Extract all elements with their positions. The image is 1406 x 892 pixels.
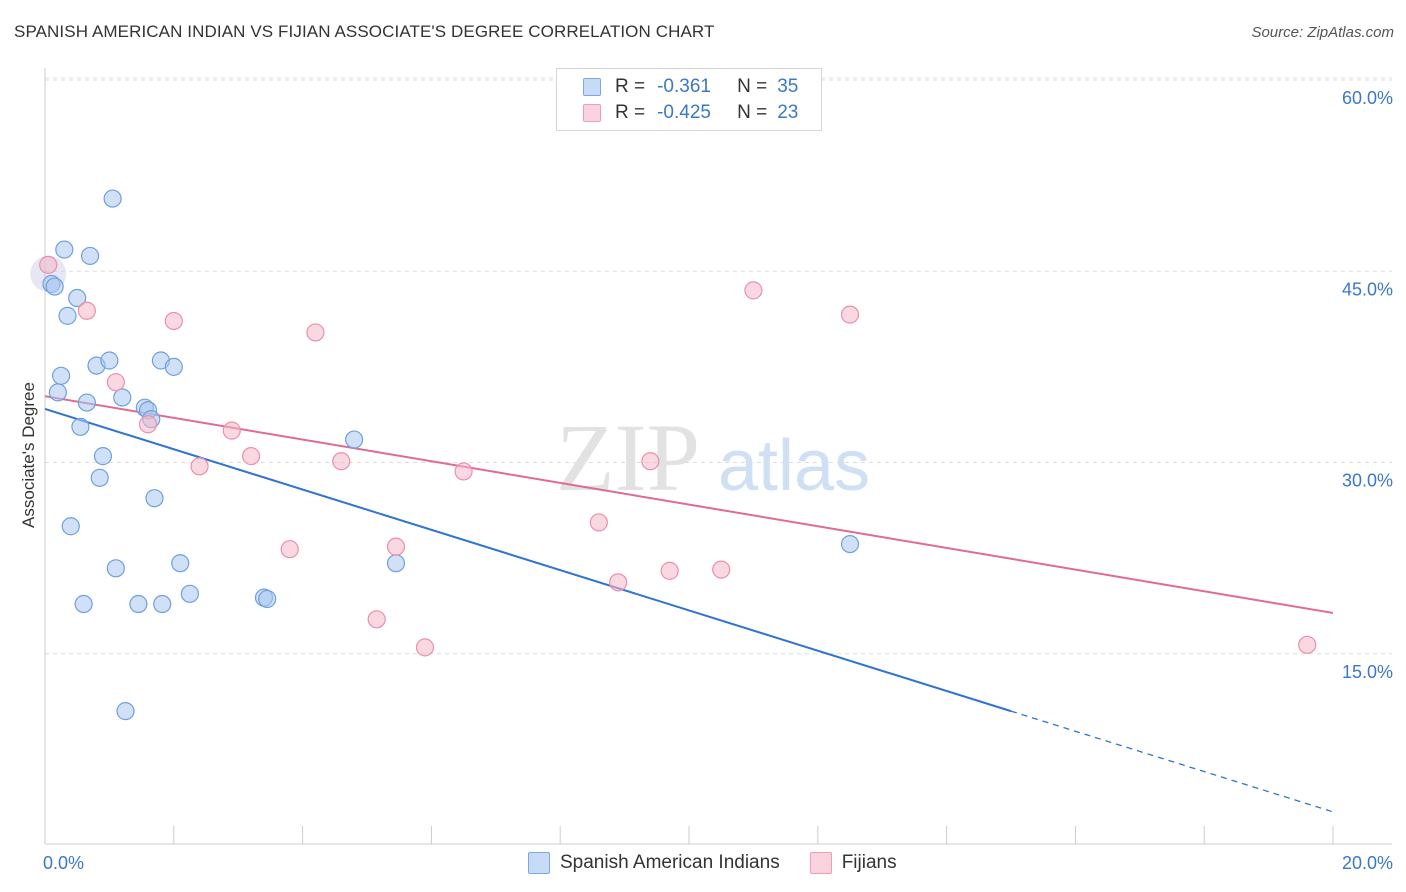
legend-n-value: 23: [777, 102, 799, 123]
data-point: [129, 594, 148, 614]
series-legend-item-spanish-american-indians: Spanish American Indians: [528, 852, 780, 874]
data-point: [180, 584, 199, 603]
legend-r-value: -0.425: [657, 102, 711, 123]
data-point: [39, 255, 58, 274]
data-point: [190, 457, 209, 476]
data-point: [51, 366, 71, 385]
data-point: [106, 373, 125, 392]
series-legend-label: Spanish American Indians: [560, 852, 780, 873]
legend-n-label: N =: [737, 76, 768, 97]
trend-line: [44, 407, 1012, 713]
data-point: [77, 393, 96, 412]
data-point: [712, 560, 731, 579]
watermark-atlas: atlas: [718, 426, 870, 506]
y-axis-label: Associate's Degree: [19, 382, 38, 528]
data-point: [55, 240, 74, 259]
data-point: [306, 323, 325, 342]
data-point: [90, 468, 109, 487]
data-point: [153, 594, 172, 614]
data-point: [80, 246, 100, 266]
y-tick-label: 60.0%: [1342, 88, 1393, 108]
data-point: [61, 517, 80, 536]
data-point: [367, 610, 386, 629]
data-point: [45, 277, 64, 296]
data-point: [345, 430, 364, 449]
data-point: [138, 415, 158, 434]
legend-row-fijians: R = -0.425 N = 23: [583, 101, 798, 125]
legend-r-label: R =: [615, 102, 646, 123]
trend-lines: [44, 395, 1334, 813]
data-point: [93, 447, 113, 466]
data-point: [48, 383, 67, 402]
x-tick-label: 0.0%: [43, 853, 84, 873]
data-point: [77, 301, 96, 320]
legend-swatch-blue: [583, 78, 601, 96]
y-tick-label: 15.0%: [1342, 662, 1393, 682]
legend-swatch-pink: [583, 104, 601, 122]
data-point: [171, 554, 190, 573]
data-point: [386, 537, 406, 556]
source-label: Source: ZipAtlas.com: [1251, 24, 1394, 41]
data-point: [415, 638, 435, 657]
data-point: [241, 447, 261, 466]
data-point: [106, 559, 125, 578]
legend-n-value: 35: [777, 76, 799, 97]
data-point: [840, 534, 860, 554]
data-point: [113, 388, 132, 407]
data-point: [103, 189, 122, 208]
chart-title: SPANISH AMERICAN INDIAN VS FIJIAN ASSOCI…: [14, 22, 715, 41]
data-point: [744, 281, 763, 300]
data-point: [116, 702, 135, 721]
y-tick-label: 30.0%: [1342, 471, 1393, 491]
x-tick-label: 20.0%: [1342, 853, 1393, 873]
data-point: [258, 589, 277, 609]
data-point: [332, 452, 351, 471]
legend-r-value: -0.361: [657, 76, 711, 97]
series-legend: Spanish American Indians Fijians: [528, 852, 927, 874]
series-legend-item-fijians: Fijians: [809, 852, 897, 874]
data-point: [145, 489, 164, 508]
series-legend-label: Fijians: [841, 852, 897, 873]
watermark-zip: ZIP: [556, 404, 700, 511]
data-point: [1298, 635, 1317, 654]
data-points: [30, 189, 1317, 721]
series-swatch-blue: [528, 852, 550, 874]
series-swatch-pink: [809, 852, 832, 874]
tick-labels: 15.0% 30.0% 45.0% 60.0% 0.0% 20.0%: [43, 88, 1393, 873]
y-tick-label: 45.0%: [1342, 279, 1393, 299]
data-point: [280, 540, 299, 559]
trend-line: [44, 395, 1334, 614]
data-point: [840, 305, 860, 324]
data-point: [74, 594, 93, 614]
data-point: [58, 306, 77, 325]
data-point: [164, 357, 183, 376]
legend-row-spanish-american-indians: R = -0.361 N = 35: [583, 75, 798, 99]
data-point: [454, 462, 473, 481]
axes: [44, 68, 1392, 845]
data-point: [660, 561, 679, 580]
data-point: [164, 311, 183, 331]
data-point: [100, 351, 119, 370]
stats-legend: R = -0.361 N = 35 R = -0.425 N = 23: [556, 68, 822, 131]
legend-r-label: R =: [615, 76, 646, 97]
data-point: [386, 554, 406, 573]
legend-n-label: N =: [737, 102, 768, 123]
data-point: [222, 421, 241, 440]
data-point: [589, 513, 608, 532]
watermark: ZIP atlas: [556, 404, 870, 511]
data-point: [641, 452, 660, 471]
data-point: [71, 417, 90, 436]
data-point: [609, 573, 628, 592]
trend-line-extension: [1010, 710, 1334, 813]
data-point: [68, 288, 87, 308]
